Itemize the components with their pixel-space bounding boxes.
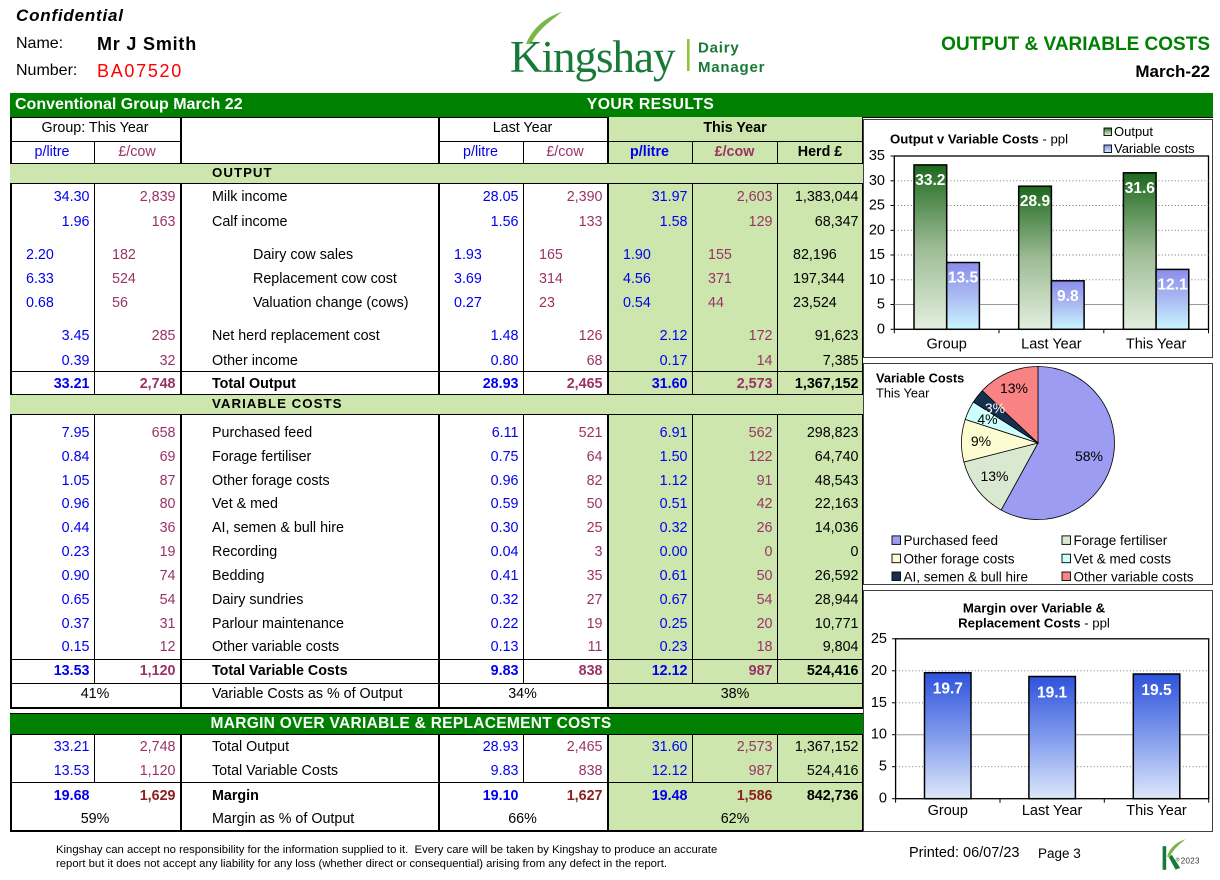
svg-text:30: 30: [869, 173, 885, 189]
svg-text:5: 5: [877, 297, 885, 313]
svg-text:Output: Output: [1114, 124, 1153, 139]
svg-text:Group: Group: [928, 803, 968, 819]
svg-text:Last Year: Last Year: [1021, 336, 1082, 352]
svg-text:This Year: This Year: [1126, 336, 1187, 352]
svg-text:Group: Group: [927, 336, 967, 352]
svg-text:0: 0: [877, 321, 885, 337]
svg-text:19.5: 19.5: [1141, 682, 1172, 699]
svg-text:®: ®: [1176, 856, 1180, 863]
svg-text:19.7: 19.7: [933, 681, 963, 698]
svg-text:This Year: This Year: [876, 386, 930, 401]
svg-text:13.5: 13.5: [948, 270, 979, 287]
svg-text:10: 10: [869, 272, 885, 288]
svg-text:Purchased feed: Purchased feed: [904, 533, 999, 548]
svg-text:Dairy: Dairy: [698, 40, 740, 57]
svg-text:Last Year: Last Year: [1022, 803, 1083, 819]
svg-text:2023: 2023: [1181, 857, 1200, 866]
svg-text:0: 0: [879, 791, 887, 807]
svg-text:9%: 9%: [971, 433, 991, 449]
svg-text:This Year: This Year: [1126, 803, 1187, 819]
svg-text:Output v Variable Costs - ppl: Output v Variable Costs - ppl: [890, 132, 1068, 147]
svg-text:19.1: 19.1: [1037, 685, 1068, 702]
svg-text:Variable Costs: Variable Costs: [876, 371, 964, 386]
svg-text:20: 20: [869, 222, 885, 238]
svg-text:Other variable costs: Other variable costs: [1074, 569, 1194, 584]
svg-text:Vet & med costs: Vet & med costs: [1074, 552, 1172, 567]
svg-text:28.9: 28.9: [1020, 193, 1051, 210]
svg-text:58%: 58%: [1075, 448, 1103, 464]
svg-text:5: 5: [879, 759, 887, 775]
svg-text:25: 25: [871, 631, 887, 647]
svg-text:4%: 4%: [977, 411, 997, 427]
svg-text:Manager: Manager: [698, 59, 765, 76]
svg-text:13%: 13%: [1000, 380, 1028, 396]
svg-text:Other forage costs: Other forage costs: [904, 552, 1015, 567]
svg-text:15: 15: [869, 247, 885, 263]
svg-text:20: 20: [871, 663, 887, 679]
svg-text:Replacement Costs - ppl: Replacement Costs - ppl: [958, 616, 1110, 631]
svg-text:13%: 13%: [980, 468, 1008, 484]
svg-text:3%: 3%: [985, 400, 1005, 416]
svg-text:33.2: 33.2: [915, 172, 945, 189]
svg-text:Kingshay: Kingshay: [510, 32, 676, 82]
svg-text:Variable costs: Variable costs: [1114, 141, 1195, 156]
svg-text:Margin over Variable &: Margin over Variable &: [963, 601, 1106, 616]
svg-text:12.1: 12.1: [1157, 276, 1188, 293]
svg-text:15: 15: [871, 695, 887, 711]
svg-text:AI, semen & bull hire: AI, semen & bull hire: [904, 569, 1029, 584]
svg-text:31.6: 31.6: [1125, 180, 1156, 197]
svg-text:9.8: 9.8: [1057, 288, 1079, 305]
svg-text:Forage fertiliser: Forage fertiliser: [1074, 533, 1168, 548]
svg-text:10: 10: [871, 727, 887, 743]
svg-text:35: 35: [869, 148, 885, 164]
svg-text:25: 25: [869, 198, 885, 214]
